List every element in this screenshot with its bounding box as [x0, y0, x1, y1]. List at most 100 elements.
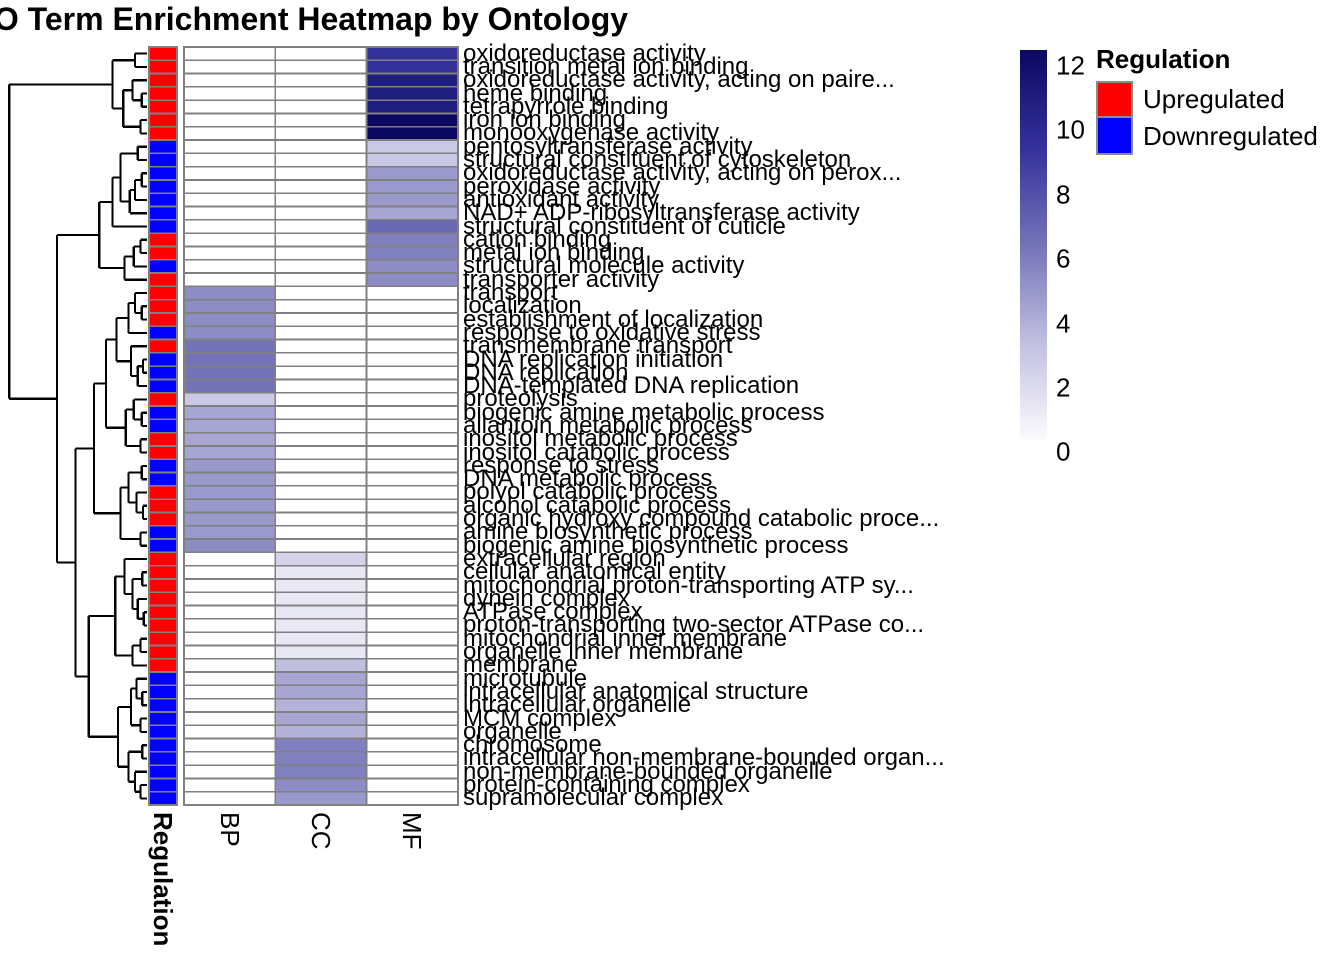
heatmap-cell — [365, 205, 459, 221]
heatmap-cell — [274, 431, 368, 447]
row-label: cation binding — [463, 225, 612, 253]
heatmap-cell — [274, 365, 368, 381]
colorbar-tick: 8 — [1056, 179, 1071, 210]
row-label: inositol metabolic process — [463, 425, 738, 453]
heatmap-cell — [183, 777, 277, 793]
heatmap-cell — [365, 232, 459, 248]
heatmap-cell — [274, 764, 368, 780]
regulation-cell — [148, 711, 178, 727]
heatmap-cell — [365, 112, 459, 128]
regulation-cell — [148, 46, 178, 62]
regulation-cell — [148, 418, 178, 434]
heatmap-cell — [274, 671, 368, 687]
row-label: chromosome — [463, 731, 602, 759]
heatmap-cell — [365, 245, 459, 261]
heatmap-cell — [274, 112, 368, 128]
heatmap-cell — [183, 72, 277, 88]
heatmap-cell — [183, 564, 277, 580]
heatmap-cell — [183, 671, 277, 687]
heatmap-cell — [183, 152, 277, 168]
heatmap-cell — [365, 511, 459, 527]
regulation-cell — [148, 139, 178, 155]
heatmap-cell — [274, 298, 368, 314]
regulation-cell — [148, 445, 178, 461]
heatmap-cell — [365, 165, 459, 181]
heatmap-cell — [365, 604, 459, 620]
col-label-cc: CC — [306, 812, 336, 850]
heatmap-cell — [183, 99, 277, 115]
heatmap-cell — [274, 378, 368, 394]
regulation-cell — [148, 325, 178, 341]
heatmap-cell — [365, 285, 459, 301]
row-label: biogenic amine metabolic process — [463, 398, 825, 426]
row-label: microtubule — [463, 664, 588, 692]
regulation-cell — [148, 524, 178, 540]
regulation-cell — [148, 644, 178, 660]
heatmap-cell — [183, 631, 277, 647]
heatmap-cell — [183, 272, 277, 288]
colorbar-tick: 12 — [1056, 50, 1085, 81]
heatmap-cell — [365, 631, 459, 647]
row-label: transport — [463, 279, 558, 307]
heatmap-cell — [274, 724, 368, 740]
heatmap-cell — [365, 272, 459, 288]
heatmap-cell — [365, 352, 459, 368]
heatmap-cell — [274, 99, 368, 115]
heatmap-cell — [183, 405, 277, 421]
heatmap-cell — [183, 724, 277, 740]
regulation-cell — [148, 378, 178, 394]
heatmap-cell — [274, 445, 368, 461]
heatmap-cell — [274, 272, 368, 288]
heatmap-cell — [274, 285, 368, 301]
upregulated-swatch — [1096, 81, 1133, 118]
row-label: proton-transporting two-sector ATPase co… — [463, 611, 925, 639]
heatmap-cell — [274, 777, 368, 793]
downregulated-label: Downregulated — [1143, 121, 1318, 151]
heatmap-cell — [365, 484, 459, 500]
heatmap-cell — [365, 551, 459, 567]
row-label: oxidoreductase activity — [463, 39, 706, 67]
heatmap-cell — [274, 551, 368, 567]
regulation-cell — [148, 192, 178, 208]
row-label: response to oxidative stress — [463, 318, 761, 346]
heatmap-cell — [183, 391, 277, 407]
heatmap-cell — [274, 578, 368, 594]
regulation-cell — [148, 471, 178, 487]
regulation-cell — [148, 338, 178, 354]
row-label: organelle inner membrane — [463, 638, 744, 666]
regulation-cell — [148, 564, 178, 580]
row-label: allantoin metabolic process — [463, 412, 753, 439]
heatmap-cell — [183, 192, 277, 208]
row-label: transmembrane transport — [463, 332, 733, 360]
heatmap-cell — [274, 711, 368, 727]
heatmap-cell — [274, 59, 368, 75]
heatmap-cell — [365, 46, 459, 62]
heatmap-cell — [365, 325, 459, 341]
heatmap-cell — [183, 524, 277, 540]
heatmap-cell — [365, 564, 459, 580]
row-label: alcohol catabolic process — [463, 491, 732, 519]
heatmap-cell — [183, 258, 277, 274]
heatmap-cell — [183, 59, 277, 75]
heatmap-cell — [183, 750, 277, 766]
heatmap-cell — [365, 59, 459, 75]
regulation-cell — [148, 498, 178, 514]
row-label: protein-containing complex — [463, 771, 750, 799]
heatmap-cell — [183, 352, 277, 368]
heatmap-cell — [274, 458, 368, 474]
regulation-cell — [148, 405, 178, 421]
heatmap-cell — [183, 604, 277, 620]
heatmap-cell — [365, 179, 459, 195]
heatmap-cell — [183, 378, 277, 394]
heatmap-cell — [365, 538, 459, 554]
row-label: DNA metabolic process — [463, 465, 713, 493]
heatmap-cell — [183, 431, 277, 447]
heatmap-cell — [183, 684, 277, 700]
row-label: ATPase complex — [463, 598, 643, 626]
regulation-cell — [148, 737, 178, 753]
heatmap-cell — [365, 591, 459, 607]
heatmap-cell — [274, 352, 368, 368]
regulation-cell — [148, 684, 178, 700]
heatmap-cell — [365, 750, 459, 766]
heatmap-cell — [183, 86, 277, 102]
